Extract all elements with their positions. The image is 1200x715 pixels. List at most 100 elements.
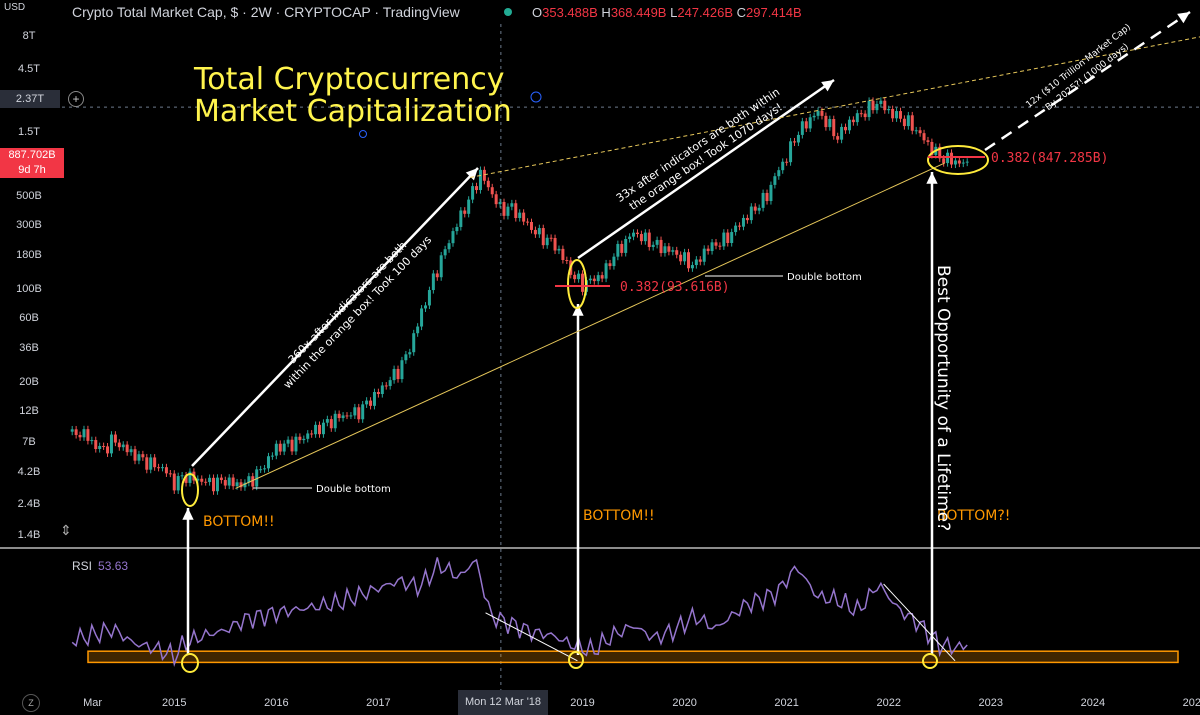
candle bbox=[345, 415, 349, 417]
candle bbox=[306, 433, 310, 439]
x-tick-label: 2021 bbox=[774, 697, 799, 709]
x-tick-label: 2020 bbox=[672, 697, 697, 709]
resistance-trendline bbox=[470, 36, 1200, 178]
candle bbox=[416, 326, 420, 334]
y-tick-label: 7B bbox=[22, 436, 36, 449]
bottom-label-3: BOTTOM?! bbox=[937, 508, 1010, 524]
candle bbox=[510, 203, 514, 207]
candle bbox=[353, 407, 357, 416]
candle bbox=[773, 176, 777, 185]
pane-collapse-icon[interactable]: ⇕ bbox=[60, 522, 72, 538]
highlight-ellipse bbox=[568, 651, 584, 669]
candle bbox=[522, 212, 526, 222]
candle bbox=[804, 121, 808, 129]
candle bbox=[482, 169, 486, 181]
candle bbox=[867, 100, 871, 118]
ohlc-low: 247.426B bbox=[677, 5, 734, 20]
ohlc-high: 368.449B bbox=[610, 5, 667, 20]
candle bbox=[859, 113, 863, 115]
candle bbox=[702, 248, 706, 262]
highlight-ellipse bbox=[927, 145, 989, 175]
symbol-title[interactable]: Crypto Total Market Cap, $ · 2W · CRYPTO… bbox=[72, 4, 460, 20]
y-tick-label: 500B bbox=[16, 189, 42, 202]
candle bbox=[541, 228, 545, 246]
candle bbox=[129, 449, 133, 453]
candle bbox=[153, 457, 157, 468]
y-tick-label: 300B bbox=[16, 219, 42, 232]
currency-label[interactable]: USD bbox=[4, 2, 26, 13]
candle bbox=[851, 119, 855, 123]
candle bbox=[612, 256, 616, 267]
candle bbox=[502, 201, 506, 216]
candle bbox=[251, 476, 255, 487]
candle bbox=[310, 433, 314, 435]
candle bbox=[149, 457, 153, 470]
x-tick-label: 2019 bbox=[570, 697, 595, 709]
candle bbox=[553, 237, 557, 251]
rsi-name: RSI bbox=[72, 559, 93, 573]
candle bbox=[282, 443, 286, 452]
fib-label-1: 0.382(93.616B) bbox=[620, 280, 730, 295]
candle bbox=[337, 413, 341, 419]
candle bbox=[471, 186, 475, 200]
candle bbox=[659, 239, 663, 254]
candle bbox=[930, 141, 934, 155]
candle bbox=[726, 232, 730, 243]
candle bbox=[443, 249, 447, 256]
candle bbox=[730, 232, 734, 243]
candle bbox=[820, 110, 824, 116]
candle bbox=[196, 478, 200, 481]
rsi-value: 53.63 bbox=[98, 559, 129, 573]
projection-arrow-head bbox=[1177, 12, 1190, 24]
candle bbox=[753, 206, 757, 211]
candle bbox=[518, 212, 522, 219]
candle bbox=[133, 449, 137, 461]
candle bbox=[298, 436, 302, 441]
candle bbox=[667, 246, 671, 252]
candle bbox=[109, 434, 113, 454]
candle bbox=[467, 199, 471, 214]
candle bbox=[188, 471, 192, 483]
candle bbox=[427, 290, 431, 306]
candle bbox=[910, 115, 914, 131]
growth-note-1-line: 360x after indicators are both bbox=[286, 239, 410, 366]
ohlc-open: 353.488B bbox=[542, 5, 598, 20]
candle bbox=[82, 429, 86, 438]
projection-note-line: 12x ($10 Trillion Market Cap) bbox=[1024, 22, 1133, 110]
vertical-note-text: Best Opportunity of a Lifetime? bbox=[933, 265, 953, 531]
bottom-arrow-3-head bbox=[926, 172, 938, 184]
candle bbox=[74, 429, 78, 435]
candle bbox=[223, 480, 227, 486]
candle bbox=[94, 440, 98, 450]
candle bbox=[388, 380, 392, 387]
candle bbox=[361, 404, 365, 420]
candle bbox=[145, 457, 149, 470]
y-tick-label: 8T bbox=[22, 29, 36, 42]
candle bbox=[683, 252, 687, 262]
rsi-pane bbox=[71, 557, 1179, 668]
candle bbox=[380, 385, 384, 395]
growth-note-2-line: the orange box! Took 1070 days! bbox=[627, 101, 785, 213]
candle bbox=[581, 273, 585, 292]
last-price-tag: 887.702B 9d 7h bbox=[0, 148, 64, 178]
candle bbox=[863, 113, 867, 118]
rsi-oversold-box bbox=[87, 650, 1179, 664]
candle bbox=[184, 475, 188, 483]
candle bbox=[635, 232, 639, 235]
x-tick-label: 2022 bbox=[876, 697, 901, 709]
bar-countdown: 9d 7h bbox=[18, 164, 46, 176]
rsi-legend[interactable]: RSI 53.63 bbox=[72, 559, 128, 573]
candle bbox=[392, 368, 396, 381]
timezone-icon[interactable]: Z bbox=[22, 694, 40, 712]
growth-arrow-1 bbox=[191, 167, 479, 467]
highlight-ellipse bbox=[922, 653, 938, 669]
candle bbox=[498, 201, 502, 205]
candle bbox=[137, 454, 141, 461]
candle bbox=[231, 477, 235, 487]
candle bbox=[278, 443, 282, 452]
candle bbox=[761, 192, 765, 208]
add-plus-icon[interactable]: + bbox=[68, 91, 84, 107]
candle bbox=[895, 111, 899, 119]
candle bbox=[836, 136, 840, 140]
